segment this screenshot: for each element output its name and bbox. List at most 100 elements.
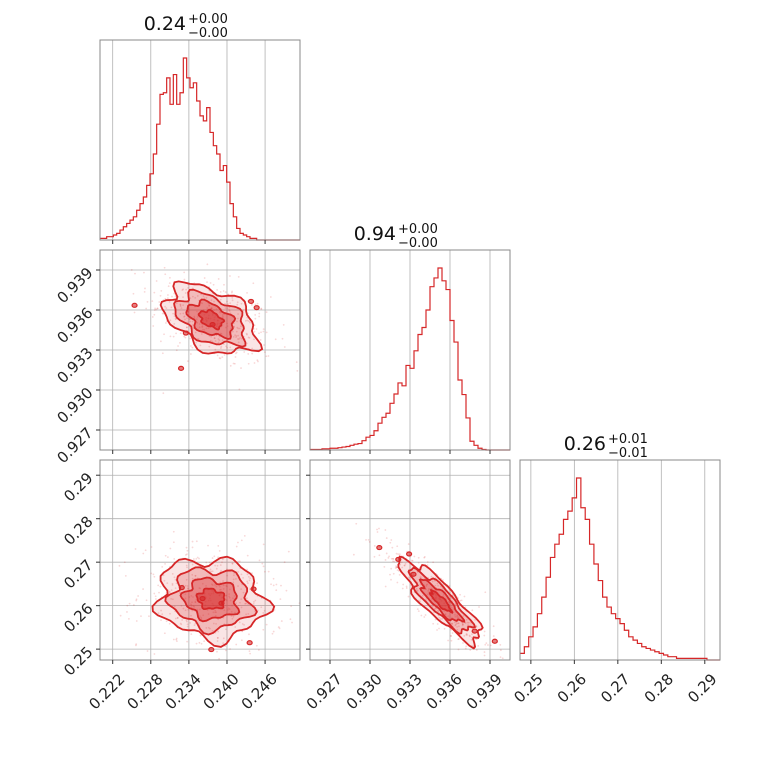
sample-point <box>216 637 219 639</box>
sample-point <box>163 333 165 336</box>
sample-point <box>184 292 187 294</box>
sample-point <box>455 604 457 607</box>
sample-point <box>251 347 254 350</box>
density-contour <box>208 646 215 653</box>
sample-point <box>280 584 282 587</box>
sample-point <box>153 653 156 655</box>
sample-point <box>425 585 428 587</box>
sample-point <box>247 575 250 578</box>
sample-point <box>208 561 211 564</box>
sample-point <box>196 310 198 313</box>
sample-point <box>176 617 179 619</box>
sample-point <box>198 641 201 644</box>
sample-point <box>237 338 240 340</box>
sample-point <box>438 627 440 630</box>
sample-point <box>143 271 145 274</box>
sample-point <box>237 334 240 337</box>
sample-point <box>210 299 213 302</box>
sample-point <box>221 339 224 342</box>
sample-point <box>226 346 228 349</box>
x-tick-label: 0.936 <box>423 670 466 713</box>
sample-point <box>194 600 197 603</box>
sample-point <box>460 599 463 602</box>
sample-point <box>255 644 258 647</box>
sample-point <box>203 297 206 300</box>
sample-point <box>392 560 394 563</box>
sample-point <box>413 555 416 558</box>
sample-point <box>150 546 153 548</box>
sample-point <box>227 608 229 611</box>
density-contour <box>253 305 260 311</box>
x-tick-label: 0.939 <box>463 670 506 713</box>
sample-point <box>218 310 221 313</box>
sample-point <box>467 624 469 626</box>
sample-point <box>383 565 386 568</box>
sample-point <box>192 701 194 703</box>
sample-point <box>171 295 173 298</box>
sample-point <box>393 560 396 563</box>
sample-point <box>245 602 247 605</box>
sample-point <box>222 637 225 640</box>
sample-point <box>471 633 473 636</box>
y-tick-label: 0.936 <box>53 304 96 347</box>
sample-point <box>197 338 200 340</box>
sample-point <box>258 332 260 335</box>
sample-point <box>262 628 265 631</box>
sample-point <box>208 345 211 348</box>
sample-point <box>185 619 188 622</box>
scatter-panel-1-2 <box>130 263 299 395</box>
sample-point <box>180 623 183 626</box>
sample-point <box>247 353 250 355</box>
density-contour <box>428 589 454 614</box>
sample-point <box>280 620 283 622</box>
sample-point <box>173 322 176 325</box>
sample-point <box>238 388 241 391</box>
sample-point <box>225 594 227 597</box>
parameter-title-err-plus: +0.00 <box>398 222 438 237</box>
sample-point <box>151 300 154 303</box>
parameter-title-err-plus: +0.00 <box>188 12 228 27</box>
sample-point <box>184 593 187 596</box>
sample-point <box>219 298 222 301</box>
sample-point <box>225 584 228 587</box>
sample-point <box>436 629 438 631</box>
sample-point <box>214 611 217 614</box>
sample-point <box>142 552 145 555</box>
sample-point <box>217 341 220 344</box>
sample-point <box>132 604 135 606</box>
sample-point <box>154 307 157 310</box>
sample-point <box>447 594 450 597</box>
sample-point <box>196 608 199 611</box>
sample-point <box>435 607 438 610</box>
sample-point <box>434 618 437 621</box>
sample-point <box>492 625 495 628</box>
sample-point <box>135 643 138 646</box>
sample-point <box>150 572 153 575</box>
sample-point <box>283 561 286 564</box>
sample-point <box>471 609 474 612</box>
sample-point <box>223 283 225 286</box>
sample-point <box>226 307 229 310</box>
sample-point <box>170 589 173 591</box>
sample-point <box>222 642 225 645</box>
sample-point <box>145 599 148 602</box>
sample-point <box>164 562 166 565</box>
sample-point <box>209 339 212 342</box>
sample-point <box>262 612 265 614</box>
sample-point <box>186 360 189 363</box>
sample-point <box>216 637 219 639</box>
sample-point <box>229 648 231 650</box>
sample-point <box>182 304 185 307</box>
sample-point <box>259 339 262 341</box>
sample-point <box>152 573 155 576</box>
sample-point <box>118 564 121 567</box>
sample-point <box>203 328 206 331</box>
sample-point <box>416 589 419 592</box>
sample-point <box>237 585 239 587</box>
sample-point <box>247 336 250 339</box>
sample-point <box>296 369 299 372</box>
sample-point <box>171 582 174 585</box>
sample-point <box>174 317 177 320</box>
sample-point <box>249 321 251 324</box>
sample-point <box>174 587 177 590</box>
